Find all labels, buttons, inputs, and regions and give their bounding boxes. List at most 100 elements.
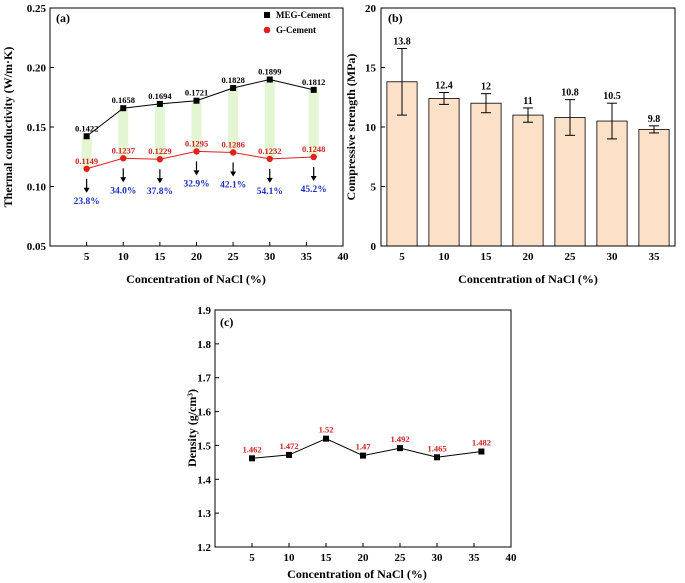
- panel-c-value-label: 1.462: [242, 444, 261, 454]
- panel-a-reduction-arrowhead: [83, 187, 90, 193]
- panel-b-bar: [428, 98, 460, 247]
- legend-label-g: G-Cement: [276, 25, 316, 35]
- panel-a-reduction-arrowhead: [266, 177, 273, 183]
- panel-a-g-point: [310, 153, 317, 161]
- panel-a-y-tick-label: 0.15: [27, 122, 47, 134]
- panel-a-x-tick-label: 30: [264, 251, 276, 263]
- panel-a-difference-band: [308, 89, 319, 157]
- panel-a-x-tick-label: 40: [338, 251, 350, 263]
- panel-c-density-point: [434, 454, 440, 461]
- panel-c-value-label: 1.492: [390, 434, 409, 444]
- panel-c-y-tick-label: 1.8: [197, 339, 211, 351]
- panel-b-y-tick-label: 20: [365, 3, 377, 15]
- panel-c-frame: [214, 309, 512, 548]
- panel-a-g-value-label: 0.1229: [148, 146, 171, 156]
- panel-a-legend: MEG-Cement G-Cement: [263, 10, 330, 35]
- panel-c-y-tick-label: 1.4: [197, 474, 211, 486]
- panel-a-g-point: [156, 156, 164, 163]
- panel-c-value-label: 1.52: [319, 425, 334, 435]
- panel-a-reduction-label: 45.2%: [301, 185, 327, 195]
- panel-c-x-tick-label: 10: [284, 552, 296, 564]
- panel-a-y-tick-label: 0.20: [27, 63, 47, 75]
- panel-b-bar: [554, 117, 586, 247]
- panel-c-value-label: 1.465: [427, 443, 446, 453]
- panel-c-y-tick-label: 1.3: [197, 508, 211, 520]
- panel-a-meg-point: [230, 84, 237, 91]
- panel-a-difference-band: [118, 108, 129, 159]
- panel-c-x-tick-label: 15: [321, 552, 333, 564]
- panel-b-y-tick-label: 5: [371, 182, 377, 194]
- panel-c-y-axis-title-text: Density (g/cm³): [185, 389, 199, 467]
- panel-b-x-axis-title: Concentration of NaCl (%): [458, 272, 598, 286]
- panel-a-g-value-label: 0.1232: [258, 146, 281, 156]
- panel-b-x-tick-label: 35: [649, 251, 661, 263]
- panel-b-frame: [380, 7, 676, 247]
- panel-c-x-tick-label: 40: [506, 552, 518, 564]
- panel-b-value-label: 13.8: [393, 36, 411, 47]
- panel-b-bar: [596, 120, 628, 247]
- panel-a-reduction-label: 32.9%: [183, 179, 209, 189]
- panel-a-g-value-label: 0.1295: [185, 138, 208, 148]
- panel-a-meg-point: [266, 76, 273, 83]
- panel-c-x-tick-label: 30: [432, 552, 444, 564]
- panel-a-reduction-arrowhead: [193, 170, 200, 176]
- panel-a-reduction-arrowhead: [120, 177, 127, 183]
- panel-a-x-tick-label: 10: [118, 251, 130, 263]
- panel-b-x-tick-label: 25: [565, 251, 577, 263]
- panel-b-y-tick-label: 0: [371, 241, 377, 253]
- panel-a-reduction-label: 42.1%: [220, 180, 246, 190]
- panel-a-thermal-conductivity: 5 10 15 20 25 30 35 400.050.100.150.200.25 (a) …: [1, 3, 349, 286]
- panel-a-meg-value-label: 0.1721: [185, 88, 208, 98]
- panel-c-density-point: [249, 455, 255, 462]
- panel-b-bar: [638, 128, 670, 247]
- panel-a-reduction-label: 23.8%: [74, 197, 100, 207]
- panel-c-x-tick-label: 35: [469, 552, 481, 564]
- panel-c-value-label: 1.482: [472, 438, 491, 448]
- panel-a-y-tick-label: 0.10: [27, 182, 47, 194]
- panel-c-density-point: [397, 445, 403, 452]
- panel-a-meg-point: [120, 105, 127, 112]
- panel-a-g-value-label: 0.1286: [221, 139, 244, 149]
- panel-c-y-tick-label: 1.5: [197, 440, 211, 452]
- panel-b-label: (b): [388, 11, 403, 25]
- panel-b-y-tick-label: 15: [365, 63, 377, 75]
- panel-b-value-label: 11: [523, 96, 532, 107]
- panel-a-g-point: [193, 148, 200, 155]
- panel-c-x-axis-title: Concentration of NaCl (%): [287, 567, 427, 581]
- panel-a-meg-value-label: 0.1694: [148, 91, 172, 101]
- panel-a-meg-value-label: 0.1812: [302, 77, 325, 87]
- panel-a-reduction-arrowhead: [230, 171, 237, 177]
- panel-a-g-point: [83, 165, 90, 172]
- panel-b-value-label: 10.5: [603, 91, 621, 102]
- panel-a-x-tick-label: 35: [301, 251, 313, 263]
- panel-c-y-axis-title: Density (g/cm³): [185, 389, 199, 467]
- panel-c-y-tick-label: 1.6: [197, 407, 211, 419]
- panel-a-difference-band: [264, 79, 275, 159]
- panel-a-reduction-label: 34.0%: [110, 186, 136, 196]
- panel-a-frame: [49, 7, 344, 247]
- panel-a-meg-point: [193, 97, 200, 104]
- panel-a-y-tick-label: 0.05: [27, 241, 47, 253]
- panel-c-density-point: [323, 435, 329, 442]
- panel-b-value-label: 12.4: [435, 80, 453, 91]
- panel-a-difference-band: [228, 87, 239, 153]
- panel-a-x-axis-title: Concentration of NaCl (%): [126, 272, 266, 286]
- panel-b-compressive-strength: 0 5 10 15 20 5 10 15 20 25 30 35 13.8 12.4 12 11 10.8 10…: [344, 3, 676, 286]
- panel-c-density-point: [478, 448, 485, 455]
- panel-a-meg-value-label: 0.1828: [221, 75, 244, 85]
- panel-c-value-label: 1.47: [356, 442, 372, 452]
- panel-a-reduction-arrowhead: [310, 175, 317, 181]
- legend-marker-g: [263, 26, 271, 34]
- panel-a-reduction-label: 37.8%: [147, 187, 173, 197]
- panel-c-x-tick-label: 25: [395, 552, 407, 564]
- panel-a-x-tick-label: 25: [228, 251, 240, 263]
- panel-a-difference-band: [81, 136, 92, 169]
- panel-a-g-value-label: 0.1248: [302, 144, 325, 154]
- panel-a-x-tick-label: 5: [84, 251, 90, 263]
- panel-c-y-tick-label: 1.2: [197, 542, 211, 554]
- panel-b-bar: [512, 114, 544, 247]
- panel-b-bar: [470, 102, 502, 247]
- panel-a-x-tick-label: 15: [154, 251, 166, 263]
- panel-b-value-label: 9.8: [648, 114, 661, 125]
- panel-a-g-value-label: 0.1237: [112, 145, 136, 155]
